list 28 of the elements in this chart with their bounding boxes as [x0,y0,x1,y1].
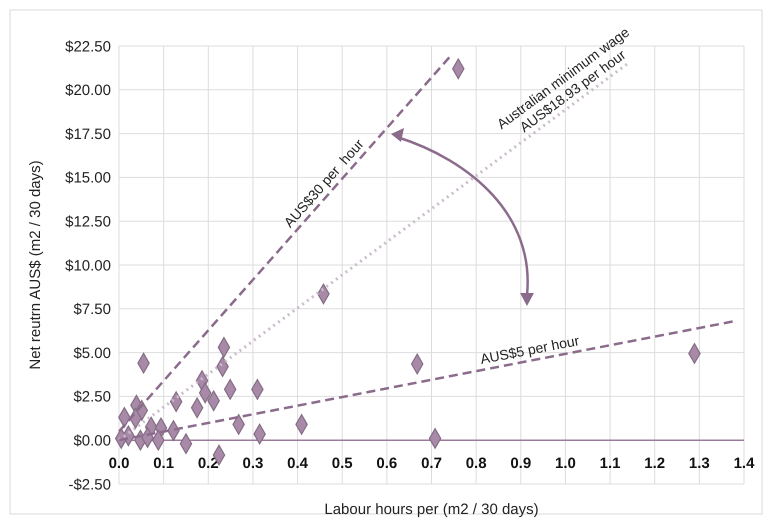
x-tick-label: 0.0 [108,455,130,472]
x-axis-title: Labour hours per (m2 / 30 days) [324,501,539,518]
y-tick-label: $10.00 [65,257,111,274]
x-tick-label: 0.5 [332,455,353,472]
y-tick-label: $12.50 [65,213,111,230]
x-tick-label: 1.1 [600,455,620,472]
y-tick-label: -$2.50 [68,476,111,494]
y-tick-label: $7.50 [73,301,111,318]
x-tick-label: 0.6 [376,455,398,472]
y-tick-label: $5.00 [73,344,111,362]
y-tick-label: $17.50 [65,126,111,143]
y-tick-label: $15.00 [65,170,111,187]
y-tick-label: $2.50 [73,388,111,406]
x-tick-label: 0.4 [287,455,309,472]
x-tick-label: 0.8 [466,455,487,472]
x-tick-label: 1.2 [644,455,666,472]
x-tick-label: 0.1 [153,455,174,472]
y-tick-label: $0.00 [73,432,111,450]
text: AUS$5 per hour [478,332,581,367]
x-tick-label: 0.7 [421,455,442,472]
x-tick-label: 1.4 [734,455,756,472]
x-tick-label: 0.3 [242,455,264,472]
x-tick-label: 1.3 [688,455,710,472]
y-tick-label: $20.00 [65,82,111,100]
x-tick-label: 0.9 [510,455,532,472]
x-tick-label: 1.0 [555,455,576,472]
y-axis-title: Net reutrn AUS$ (m2 / 30 days) [27,160,44,370]
y-tick-label: $22.50 [65,38,111,56]
